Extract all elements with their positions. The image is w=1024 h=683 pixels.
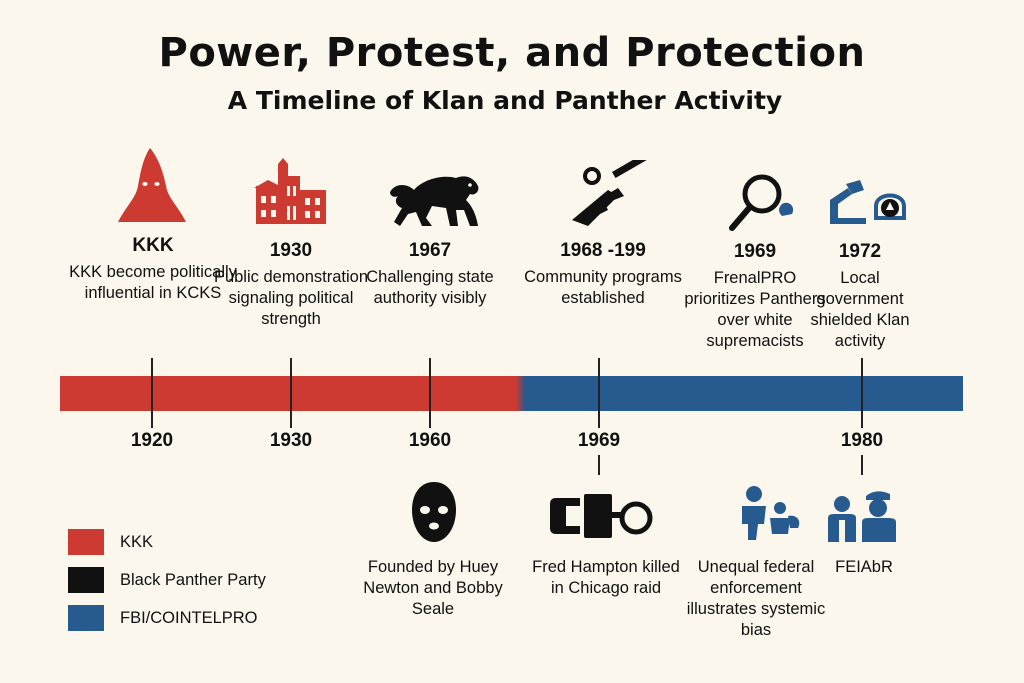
event-year: 1969 xyxy=(733,241,777,262)
event-1969-prioritizes: 1969 FrenalPRO prioritizes Panthers over… xyxy=(680,241,830,352)
legend-label: Black Panther Party xyxy=(120,571,266,589)
event-year: 1930 xyxy=(269,240,313,261)
event-hampton-raid: Fred Hampton killed in Chicago raid xyxy=(532,558,680,597)
event-1930-demonstration: 1930 Public demonstration signaling poli… xyxy=(206,240,376,330)
axis-label-1930: 1930 xyxy=(269,430,313,451)
tick-mark xyxy=(598,455,600,475)
rifle-icon xyxy=(572,160,649,226)
page-title: Power, Protest, and Protection xyxy=(158,30,866,76)
legend-label: FBI/COINTELPRO xyxy=(120,609,258,627)
event-text: FrenalPRO prioritizes Panthers over whit… xyxy=(684,269,826,350)
legend-swatch xyxy=(68,567,104,593)
tick-mark xyxy=(598,358,600,428)
legend-swatch xyxy=(68,529,104,555)
event-text: Community programs established xyxy=(524,268,682,307)
event-text: Challenging state authority visibly xyxy=(366,268,494,307)
figures-icon xyxy=(742,486,800,540)
axis-label-1980: 1980 xyxy=(840,430,884,451)
event-text: Local government shielded Klan activity xyxy=(810,269,910,350)
courthouse-icon xyxy=(254,158,326,224)
axis-label-1969: 1969 xyxy=(577,430,621,451)
event-year: 1968 -199 xyxy=(560,240,646,261)
tick-mark xyxy=(861,358,863,428)
axis-label-1920: 1920 xyxy=(130,430,174,451)
event-feiabr: FEIAbR xyxy=(835,558,893,576)
tick-mark xyxy=(861,455,863,475)
legend-label: KKK xyxy=(120,533,154,551)
handcuffs-icon xyxy=(550,494,653,538)
hood-icon xyxy=(118,148,186,222)
event-text: Public demonstration signaling political… xyxy=(213,268,369,328)
event-text: KKK become politically influential in KC… xyxy=(69,263,237,302)
tick-mark xyxy=(151,358,153,428)
page-subtitle: A Timeline of Klan and Panther Activity xyxy=(227,86,783,115)
event-year: 1972 xyxy=(838,241,882,262)
tick-mark xyxy=(429,358,431,428)
event-year: 1967 xyxy=(408,240,452,261)
legend-swatch xyxy=(68,605,104,631)
event-1967-challenge: 1967 Challenging state authority visibly xyxy=(344,240,516,309)
shield-hand-icon xyxy=(830,180,906,224)
magnifier-icon xyxy=(729,174,794,231)
tick-mark xyxy=(290,358,292,428)
event-unequal-enforcement: Unequal federal enforcement illustrates … xyxy=(686,558,826,639)
panther-icon xyxy=(390,176,479,226)
event-1972-shielded: 1972 Local government shielded Klan acti… xyxy=(800,241,920,352)
timeline-band xyxy=(60,376,963,411)
event-founded: Founded by Huey Newton and Bobby Seale xyxy=(363,558,503,618)
agents-icon xyxy=(828,491,896,542)
axis-label-1960: 1960 xyxy=(408,430,452,451)
event-kkk-influence: KKK KKK become politically influential i… xyxy=(68,235,238,304)
event-community-programs: 1968 -199 Community programs established xyxy=(518,240,688,309)
event-year: KKK xyxy=(132,235,174,256)
balaclava-icon xyxy=(412,482,456,542)
